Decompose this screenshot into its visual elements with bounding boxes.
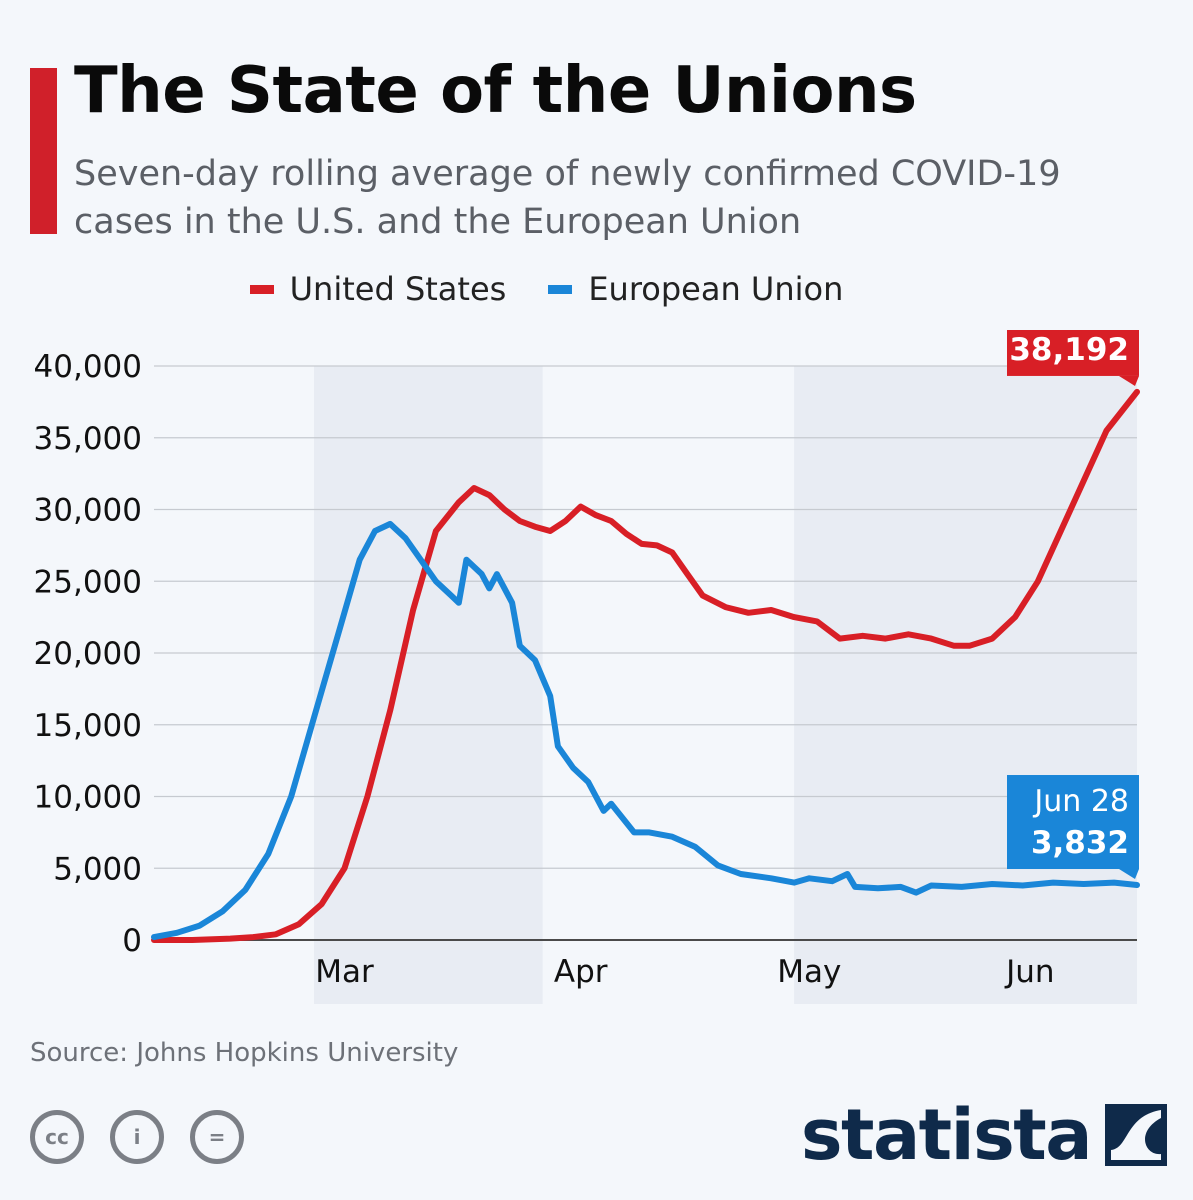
legend-item-us: United States (249, 270, 507, 308)
legend-item-eu: European Union (548, 270, 843, 308)
y-tick-label: 5,000 (53, 851, 142, 887)
y-tick-label: 40,000 (34, 349, 142, 385)
y-tick-label: 0 (122, 923, 142, 959)
cc-icon[interactable]: cc (30, 1110, 84, 1164)
y-tick-label: 20,000 (34, 636, 142, 672)
legend: United States European Union (0, 270, 1143, 308)
legend-label-us: United States (289, 270, 507, 308)
series-line-eu (151, 520, 1140, 941)
callout-box (1007, 330, 1139, 376)
nd-icon[interactable]: = (190, 1110, 244, 1164)
y-tick-label: 10,000 (34, 780, 142, 816)
callout-box (1007, 775, 1139, 870)
line-chart: 0 5,000 10,000 15,000 20,000 25,000 30,000 35,0… (34, 330, 1140, 1004)
chart-title: The State of the Unions (74, 54, 917, 128)
license-icons: cc i = (30, 1110, 244, 1164)
title-accent-bar (30, 68, 57, 234)
y-tick-label: 15,000 (34, 708, 142, 744)
callout-date: Jun 28 (1032, 784, 1129, 819)
callout-pointer (1119, 869, 1139, 880)
callout-value: 3,832 (1031, 825, 1129, 861)
y-tick-label: 30,000 (34, 493, 142, 529)
series-line-us (151, 388, 1140, 943)
statista-logo[interactable]: statista (801, 1094, 1167, 1176)
chart-subtitle: Seven-day rolling average of newly confi… (74, 154, 1061, 242)
x-tick-label: Jun (1004, 954, 1054, 990)
y-tick-label: 25,000 (34, 564, 142, 600)
statista-mark-icon (1105, 1104, 1167, 1166)
x-tick-label: Apr (554, 954, 608, 990)
y-tick-label: 35,000 (34, 421, 142, 457)
legend-swatch-eu (548, 284, 573, 294)
callout-pointer (1119, 375, 1139, 386)
by-icon[interactable]: i (110, 1110, 164, 1164)
month-shade-1 (794, 366, 1137, 1004)
x-tick-label: May (777, 954, 841, 990)
statista-wordmark: statista (800, 1094, 1093, 1176)
callout-value: 38,192 (1009, 332, 1129, 368)
x-tick-label: Mar (315, 954, 374, 990)
legend-swatch-us (249, 284, 274, 294)
source-note: Source: Johns Hopkins University (30, 1038, 459, 1068)
month-shade-0 (314, 366, 543, 1004)
legend-label-eu: European Union (588, 270, 844, 308)
